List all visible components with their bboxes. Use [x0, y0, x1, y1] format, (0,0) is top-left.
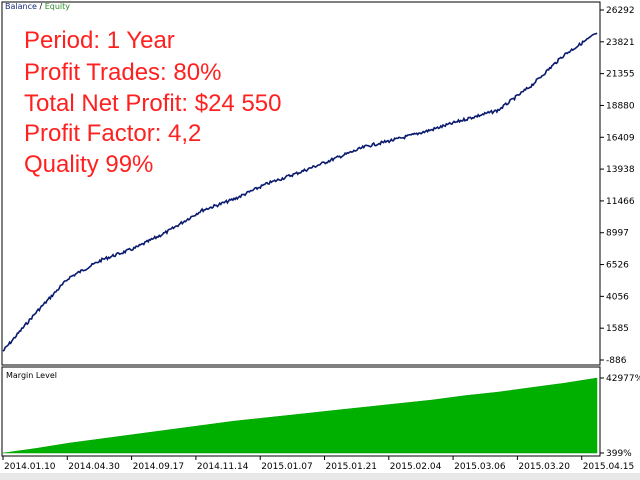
main-plot-frame [1, 1, 601, 366]
x-tick-label: 2014.04.30 [68, 462, 120, 472]
x-axis: 2014.01.10 2014.04.30 2014.09.17 2014.11.14… [2, 456, 635, 472]
overlay-stats: Period: 1 Year Profit Trades: 80% Total … [24, 27, 281, 178]
y-tick-label: 18880 [606, 101, 635, 111]
y-tick-label: 4056 [606, 292, 629, 302]
main-y-axis: 26292 23821 21355 18880 16409 13938 11466 8997 6… [600, 6, 635, 366]
balance-equity-header: Balance / Equity [5, 2, 70, 11]
x-tick-label: 2015.01.21 [326, 462, 378, 472]
tab-strip [0, 473, 640, 480]
balance-label: Balance [5, 2, 37, 11]
margin-level-title: Margin Level [6, 371, 57, 380]
overlay-profit-factor: Profit Factor: 4,2 [24, 120, 201, 147]
x-tick-label: 2015.03.06 [454, 462, 506, 472]
margin-tick-label: 42977% [606, 374, 640, 384]
y-tick-label: 13938 [606, 165, 635, 175]
x-tick-label: 2015.02.04 [390, 462, 442, 472]
header-separator: / [37, 2, 45, 11]
y-tick-label: -886 [606, 356, 627, 366]
overlay-quality: Quality 99% [24, 151, 153, 178]
x-tick-label: 2014.11.14 [197, 462, 249, 472]
margin-tick-label: 399% [606, 449, 632, 459]
x-tick-label: 2015.03.20 [518, 462, 570, 472]
x-tick-label: 2014.09.17 [133, 462, 185, 472]
overlay-period: Period: 1 Year [24, 27, 175, 54]
margin-y-axis: 42977% 399% [600, 374, 640, 459]
x-tick-label: 2015.01.07 [261, 462, 313, 472]
margin-level-area [2, 377, 598, 454]
y-tick-label: 8997 [606, 229, 629, 239]
equity-label: Equity [45, 2, 71, 11]
x-tick-label: 2015.04.15 [583, 462, 635, 472]
y-tick-label: 16409 [606, 133, 635, 143]
x-tick-label: 2014.01.10 [4, 462, 56, 472]
y-tick-label: 6526 [606, 261, 629, 271]
y-tick-label: 21355 [606, 70, 635, 80]
overlay-profit-trades: Profit Trades: 80% [24, 59, 221, 86]
y-tick-label: 11466 [606, 197, 635, 207]
overlay-net-profit: Total Net Profit: $24 550 [24, 90, 281, 117]
y-tick-label: 23821 [606, 38, 635, 48]
y-tick-label: 1585 [606, 324, 629, 334]
y-tick-label: 26292 [606, 6, 635, 16]
balance-line [2, 32, 598, 352]
